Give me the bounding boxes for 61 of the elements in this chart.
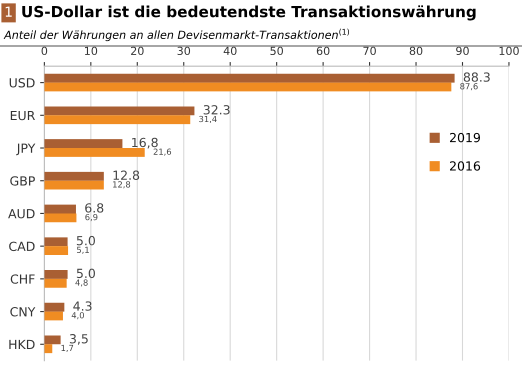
bar	[44, 335, 61, 344]
data-label: 5,1	[77, 246, 89, 254]
bar	[44, 270, 68, 279]
y-tick-label: CAD	[9, 242, 35, 252]
data-label: 12,8	[113, 181, 130, 188]
x-tick-label: 40	[224, 46, 237, 56]
legend-label: 2016	[450, 161, 480, 171]
y-tick-label: EUR	[10, 110, 35, 120]
data-label: 3,5	[70, 334, 88, 345]
data-label: 5.0	[76, 236, 95, 246]
x-tick-label: 100	[500, 46, 519, 56]
bar	[44, 172, 104, 181]
data-label: 6,9	[85, 214, 98, 222]
data-label: 31,4	[199, 116, 217, 123]
bar	[44, 237, 68, 246]
bar	[44, 204, 76, 214]
data-label: 4,0	[72, 312, 84, 320]
bar	[44, 312, 63, 320]
bar	[44, 148, 145, 157]
x-tick-label: 10	[84, 46, 98, 56]
y-tick-label: JPY	[16, 144, 36, 156]
data-label: 87,6	[460, 83, 478, 90]
x-tick-label: 20	[131, 46, 144, 56]
x-tick-label: 90	[456, 46, 469, 56]
data-label: 5.0	[76, 268, 95, 278]
bar	[44, 344, 52, 354]
chart-subtitle: Anteil der Währungen an allen Devisenmarkt-Transaktionen$^{(1)}$	[4, 28, 350, 42]
data-label: 1,7	[62, 344, 74, 352]
bar	[44, 302, 64, 312]
data-label: 21,6	[154, 148, 172, 156]
data-label: 12.8	[114, 170, 140, 180]
bar	[44, 139, 122, 148]
y-tick-label: CNY	[10, 307, 36, 316]
bar	[44, 106, 194, 116]
legend-label: 2019	[450, 132, 480, 142]
data-label: 6.8	[85, 203, 104, 213]
bar	[44, 180, 104, 190]
bar	[44, 278, 67, 288]
data-label: 16,8	[132, 138, 158, 149]
data-label: 32.3	[204, 105, 230, 115]
y-tick-label: USD	[10, 78, 35, 88]
x-tick-label: 60	[316, 46, 330, 56]
data-label: 4,8	[75, 279, 88, 287]
data-label: 88.3	[464, 72, 490, 82]
y-tick-label: AUD	[8, 209, 35, 218]
x-tick-label: 30	[178, 46, 190, 56]
bar	[44, 82, 452, 92]
bar	[44, 115, 190, 124]
data-label: 4.3	[73, 301, 92, 311]
chart-title: US-Dollar ist die bedeutendste Transaktionswährung	[22, 5, 476, 20]
bar	[44, 213, 76, 222]
bar	[44, 246, 68, 255]
x-tick-label: 80	[410, 46, 422, 56]
y-tick-label: HKD	[9, 340, 35, 350]
y-tick-label: CHF	[10, 274, 35, 284]
text: 1	[6, 6, 12, 17]
y-tick-label: GBP	[10, 176, 35, 186]
x-tick-label: 0	[42, 46, 48, 56]
bar	[44, 74, 455, 83]
x-tick-label: 70	[363, 46, 376, 56]
x-tick-label: 50	[270, 46, 283, 56]
